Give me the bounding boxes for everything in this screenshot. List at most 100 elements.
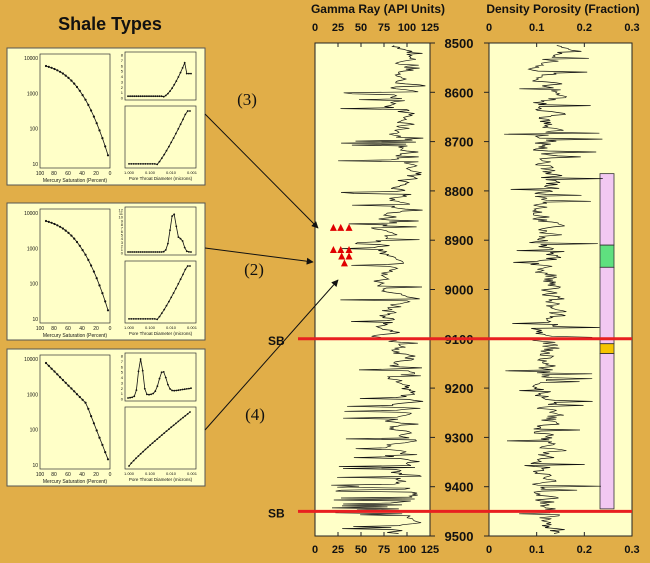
capillary-x-tick: 20 — [93, 472, 99, 478]
capillary-point — [84, 253, 87, 256]
density-porosity-tick-label: 0.3 — [624, 544, 639, 556]
capillary-point — [50, 221, 53, 224]
pore-distribution-point — [162, 371, 165, 373]
gamma-ray-tick-label: 50 — [355, 544, 367, 556]
zone-segment — [599, 173, 615, 246]
gamma-ray-plot-area — [314, 42, 431, 537]
pore-distribution-y-tick: 7 — [121, 225, 124, 230]
capillary-point — [47, 65, 50, 68]
capillary-point — [53, 370, 56, 373]
capillary-point — [70, 79, 73, 82]
capillary-point — [64, 74, 67, 77]
density-porosity-title: Density Porosity (Fraction) — [486, 2, 639, 16]
cumulative-point — [179, 278, 182, 281]
pore-distribution-point — [137, 251, 140, 253]
capillary-point — [81, 94, 84, 97]
gamma-ray-curve — [331, 45, 426, 534]
pore-distribution-point — [175, 80, 178, 82]
pore-distribution-point — [156, 251, 159, 253]
capillary-point — [73, 237, 76, 240]
pore-distribution-point — [183, 246, 186, 249]
capillary-point — [67, 231, 70, 234]
cumulative-point — [139, 163, 142, 165]
pore-distribution-point — [133, 395, 136, 398]
pore-distribution-point — [156, 95, 159, 98]
gamma-ray-tick-label: 0 — [312, 22, 318, 34]
cumulative-point — [182, 416, 184, 419]
pore-distribution-point — [167, 383, 169, 386]
cumulative-point — [151, 442, 154, 444]
cumulative-x-label: Pore Throat Diameter (microns) — [129, 176, 193, 181]
sample-marker — [338, 252, 346, 260]
capillary-x-tick: 0 — [109, 472, 112, 478]
pore-distribution-y-tick: 1 — [121, 391, 124, 396]
depth-tick-label: 8500 — [445, 36, 474, 51]
cumulative-point — [172, 292, 175, 294]
cumulative-point — [177, 420, 180, 423]
sample-markers — [329, 223, 353, 267]
sequence-boundary-label: SB — [268, 506, 285, 520]
cumulative-point — [184, 113, 187, 116]
pore-distribution-point — [139, 358, 142, 360]
cumulative-frame — [124, 260, 197, 324]
pore-distribution-y-tick: 8 — [121, 354, 124, 359]
gamma-ray-tick-label: 75 — [378, 544, 390, 556]
pore-distribution-y-tick: 6 — [121, 364, 124, 369]
pore-distribution-point — [177, 236, 180, 239]
pore-distribution-y-tick: 4 — [121, 74, 124, 79]
density-porosity-ticks-top: 0 0.1 0.2 0.3 — [486, 22, 640, 47]
capillary-point — [106, 309, 110, 312]
capillary-point — [59, 70, 62, 73]
cumulative-point — [184, 414, 187, 417]
cumulative-point — [160, 312, 163, 315]
gamma-ray-tick-label: 125 — [421, 22, 439, 34]
cumulative-point — [175, 132, 177, 135]
depth-tick-label: 9000 — [445, 283, 474, 298]
gamma-ray-tick-label: 25 — [332, 22, 344, 34]
capillary-point — [64, 381, 67, 384]
capillary-point — [92, 270, 95, 273]
annotation-arrow — [204, 279, 339, 431]
capillary-point — [56, 224, 59, 227]
pore-distribution-point — [133, 95, 136, 98]
pore-distribution-point — [188, 387, 190, 390]
cumulative-point — [163, 308, 166, 311]
cumulative-point — [172, 137, 175, 139]
capillary-point — [98, 284, 101, 287]
pore-distribution-point — [177, 76, 180, 78]
cumulative-x-tick: 0.010 — [166, 170, 177, 175]
pore-distribution-point — [131, 396, 134, 399]
pore-distribution-point — [152, 392, 155, 395]
cumulative-point — [179, 123, 182, 126]
capillary-plot-frame — [39, 354, 111, 470]
density-porosity-track: Density Porosity (Fraction) 0 0.1 0.2 0.3 0… — [486, 2, 640, 556]
pore-distribution-point — [148, 95, 150, 98]
capillary-point — [104, 145, 107, 148]
capillary-point — [78, 89, 81, 92]
capillary-point — [50, 66, 53, 69]
cumulative-point — [165, 149, 168, 152]
shale-type-label: (3) — [237, 90, 257, 109]
cumulative-point — [177, 283, 180, 285]
pore-distribution-y-tick: 8 — [121, 53, 124, 58]
pore-distribution-point — [148, 251, 150, 253]
pore-distribution-y-tick: 5 — [121, 233, 124, 238]
pore-distribution-point — [158, 95, 161, 98]
capillary-x-tick: 60 — [65, 326, 71, 332]
shale-type-label: (2) — [244, 260, 264, 279]
pore-distribution-y-tick: 6 — [121, 63, 124, 68]
pore-distribution-point — [141, 95, 144, 98]
cumulative-point — [158, 315, 161, 318]
pore-distribution-y-tick: 4 — [121, 236, 124, 241]
capillary-point — [75, 240, 79, 244]
cumulative-point — [128, 465, 130, 467]
sample-marker — [340, 259, 348, 267]
capillary-point — [56, 69, 59, 72]
pore-distribution-point — [173, 213, 176, 216]
gamma-ray-tick-label: 125 — [421, 544, 439, 556]
capillary-y-tick: 10000 — [24, 211, 38, 217]
cumulative-point — [170, 426, 173, 429]
cumulative-point — [160, 434, 163, 436]
capillary-point — [92, 115, 95, 118]
capillary-point — [44, 361, 48, 365]
